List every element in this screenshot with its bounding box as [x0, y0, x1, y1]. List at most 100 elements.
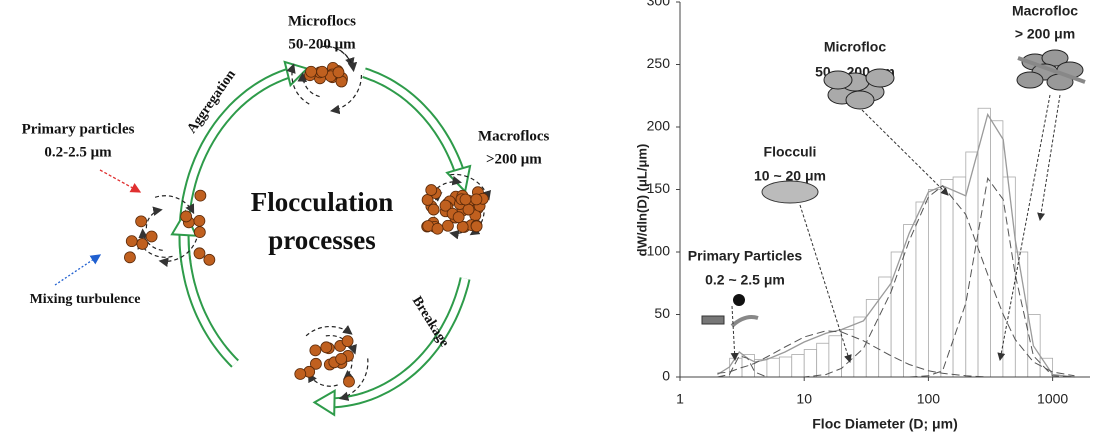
icon	[1017, 56, 1086, 84]
label: Microflocs	[288, 13, 356, 29]
annotation: Macrofloc	[1012, 3, 1078, 19]
bar	[828, 335, 842, 378]
particle	[316, 65, 329, 78]
bar	[865, 299, 880, 378]
icon	[823, 70, 853, 90]
y-tick-label: 200	[647, 118, 671, 134]
particle	[470, 220, 483, 233]
particle	[459, 193, 472, 206]
particle	[309, 344, 322, 357]
particle	[425, 184, 438, 196]
particle	[136, 238, 149, 250]
label: 50-200 μm	[288, 36, 356, 52]
particle	[310, 357, 322, 370]
particle	[125, 235, 138, 248]
chart: dW/dln(D) (μL/μm) Floc Diameter (D; μm) …	[634, 0, 1090, 432]
particle	[193, 247, 206, 260]
particle	[124, 251, 136, 264]
annotation: Microfloc	[824, 39, 886, 55]
bar	[729, 357, 743, 378]
swirl	[154, 195, 195, 215]
label: Mixing turbulence	[30, 292, 141, 307]
particle	[320, 341, 333, 354]
particles	[124, 45, 491, 401]
particle	[427, 203, 440, 216]
particle	[343, 375, 355, 388]
bar	[915, 201, 929, 378]
particle	[203, 253, 216, 266]
bar	[803, 349, 818, 378]
swirl	[329, 75, 363, 115]
y-tick-label: 0	[662, 368, 670, 384]
particle	[145, 230, 158, 243]
swirl	[158, 238, 198, 268]
y-tick-label: 250	[647, 55, 671, 71]
swirl	[325, 334, 357, 355]
label: >200 μm	[486, 151, 542, 167]
bar	[903, 224, 917, 378]
y-axis-title: dW/dln(D) (μL/μm)	[634, 144, 649, 257]
annotation: 0.2 ~ 2.5 μm	[705, 272, 785, 288]
bar	[778, 356, 793, 378]
bar	[940, 179, 954, 378]
y-tick-label: 300	[647, 0, 671, 9]
swirl	[145, 206, 163, 229]
bar	[791, 354, 805, 378]
cycle-arc	[362, 69, 462, 171]
swirl	[305, 325, 353, 337]
flocculation-diagram: Microflocs 50-200 μm Macroflocs >200 μm …	[22, 13, 550, 417]
particle	[431, 222, 444, 235]
swirl	[469, 198, 485, 236]
arrow-head	[312, 389, 336, 417]
particle	[452, 211, 465, 224]
pointer	[730, 305, 739, 361]
swirl	[450, 173, 491, 201]
icon	[1041, 49, 1069, 67]
swirl	[325, 45, 358, 73]
icon	[1016, 71, 1044, 89]
bar	[766, 357, 780, 378]
annotation: Primary Particles	[688, 248, 803, 264]
y-tick-label: 50	[654, 305, 670, 321]
icon	[845, 90, 875, 110]
cycle-arc	[180, 234, 238, 367]
x-axis-title: Floc Diameter (D; μm)	[812, 416, 957, 432]
bar	[965, 151, 979, 378]
particle	[335, 352, 348, 365]
particle	[180, 210, 193, 223]
pointer	[799, 204, 852, 363]
x-tick-label: 100	[917, 391, 941, 407]
bar	[1014, 251, 1029, 378]
swirl	[297, 72, 320, 98]
bar	[1039, 357, 1054, 378]
particle	[462, 203, 475, 216]
bar	[977, 107, 991, 378]
annotation: > 200 μm	[1015, 26, 1075, 42]
icon	[761, 180, 819, 204]
arrow-head	[445, 164, 472, 194]
cycle-arc	[362, 67, 464, 172]
icon	[865, 68, 895, 88]
pointer	[99, 169, 142, 193]
bar	[990, 120, 1004, 378]
pointer	[861, 109, 949, 196]
particle	[470, 193, 483, 206]
y-tick-label: 150	[647, 180, 671, 196]
particle	[305, 65, 318, 78]
fit-line	[717, 330, 1075, 378]
x-tick-label: 1	[676, 391, 684, 407]
icon	[733, 294, 745, 306]
pointer	[54, 254, 102, 286]
particle	[439, 199, 452, 212]
pointer	[1037, 94, 1061, 221]
label: Macroflocs	[478, 128, 550, 144]
bar	[928, 189, 942, 378]
annotation: 10 ~ 20 μm	[754, 168, 826, 184]
swirl	[286, 63, 310, 105]
y-tick-label: 100	[647, 243, 671, 259]
label: Primary particles	[22, 121, 135, 137]
icon	[730, 315, 759, 328]
center-title: processes	[268, 225, 376, 255]
particle	[332, 66, 345, 79]
